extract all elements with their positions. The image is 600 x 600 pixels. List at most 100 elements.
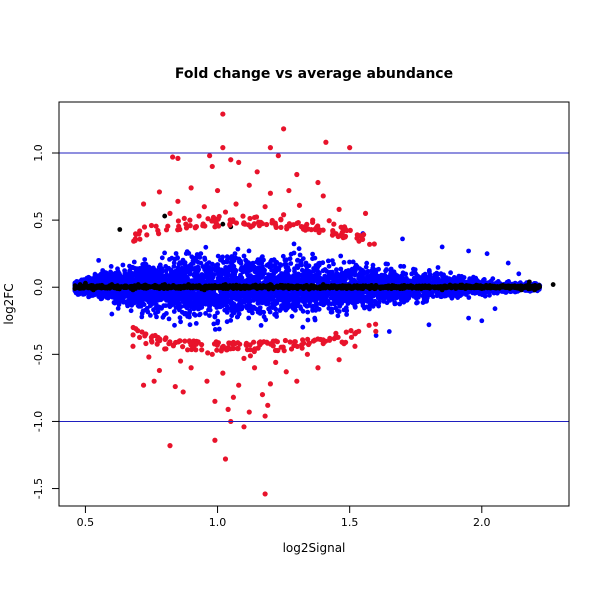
blue-point	[305, 317, 311, 323]
blue-point	[152, 272, 158, 277]
blue-point	[448, 270, 453, 276]
blue-point	[335, 308, 340, 314]
blue-point	[222, 307, 228, 313]
blue-point	[236, 311, 242, 317]
blue-point	[313, 307, 319, 313]
blue-point	[306, 303, 312, 308]
blue-point	[184, 305, 190, 311]
blue-point	[321, 301, 327, 307]
blue-point	[326, 263, 332, 269]
blue-point	[216, 269, 222, 275]
blue-point	[243, 294, 248, 300]
blue-point	[282, 262, 287, 267]
blue-point	[108, 264, 114, 269]
blue-point	[117, 294, 123, 300]
blue-point	[363, 264, 369, 270]
blue-point	[487, 292, 492, 298]
blue-point	[335, 313, 341, 319]
blue-point	[291, 241, 297, 247]
blue-point	[206, 306, 212, 312]
blue-point	[159, 255, 165, 261]
blue-point	[397, 301, 403, 307]
blue-point	[273, 311, 279, 316]
blue-point	[347, 259, 352, 265]
blue-point	[263, 276, 269, 281]
blue-point	[258, 323, 264, 328]
blue-point	[136, 304, 142, 309]
blue-point	[228, 318, 234, 323]
blue-point	[269, 305, 275, 310]
blue-point	[160, 314, 166, 320]
blue-point	[212, 313, 218, 319]
blue-point	[415, 300, 420, 305]
blue-point	[230, 310, 236, 316]
blue-point	[271, 257, 277, 263]
blue-point	[322, 267, 328, 272]
blue-point	[338, 266, 344, 272]
blue-point	[313, 301, 319, 306]
blue-point	[236, 256, 242, 262]
blue-point	[133, 270, 138, 275]
blue-point	[334, 267, 339, 273]
blue-point	[209, 277, 214, 282]
blue-point	[267, 264, 273, 269]
blue-point	[481, 277, 487, 282]
blue-point	[271, 301, 277, 307]
chart-title: Fold change vs average abundance	[175, 66, 453, 82]
blue-point	[148, 313, 153, 318]
blue-point	[178, 319, 184, 325]
blue-point	[141, 302, 147, 307]
blue-point	[158, 272, 164, 278]
blue-point	[215, 265, 221, 271]
blue-point	[203, 244, 209, 250]
blue-point	[376, 300, 382, 306]
blue-point	[142, 267, 148, 273]
blue-point	[292, 298, 297, 304]
blue-point	[365, 273, 370, 279]
blue-point	[352, 265, 358, 270]
blue-point	[246, 248, 252, 254]
blue-point	[246, 315, 252, 321]
blue-point	[273, 266, 278, 271]
blue-point	[172, 322, 177, 328]
blue-point	[283, 304, 289, 310]
blue-point	[338, 253, 344, 259]
blue-point	[92, 271, 98, 277]
blue-point	[375, 295, 381, 301]
blue-point	[232, 271, 238, 277]
blue-point	[341, 307, 347, 313]
blue-point	[179, 309, 185, 315]
blue-point	[316, 276, 322, 282]
blue-point	[215, 310, 220, 316]
blue-point	[372, 268, 377, 274]
blue-point	[325, 258, 331, 264]
blue-point	[264, 301, 269, 307]
blue-point	[239, 275, 245, 281]
blue-point	[392, 301, 398, 307]
blue-point	[301, 274, 307, 279]
blue-point	[163, 264, 169, 269]
blue-point	[202, 255, 208, 261]
blue-point	[166, 316, 172, 322]
blue-point	[115, 306, 121, 311]
blue-point	[127, 263, 132, 269]
blue-point	[186, 250, 192, 256]
plot-area	[59, 111, 569, 497]
blue-point	[358, 292, 364, 298]
blue-point	[157, 262, 163, 268]
blue-point	[193, 274, 199, 280]
blue-point	[190, 258, 196, 264]
blue-point	[142, 257, 148, 262]
blue-point	[403, 271, 409, 277]
blue-point	[228, 273, 233, 279]
blue-point	[409, 271, 415, 277]
blue-point	[198, 251, 204, 256]
blue-point	[298, 295, 304, 301]
blue-point	[203, 311, 209, 316]
blue-point	[280, 253, 286, 259]
blue-point	[232, 251, 238, 256]
blue-point	[245, 263, 250, 268]
blue-point	[398, 263, 403, 269]
blue-point	[246, 301, 252, 307]
